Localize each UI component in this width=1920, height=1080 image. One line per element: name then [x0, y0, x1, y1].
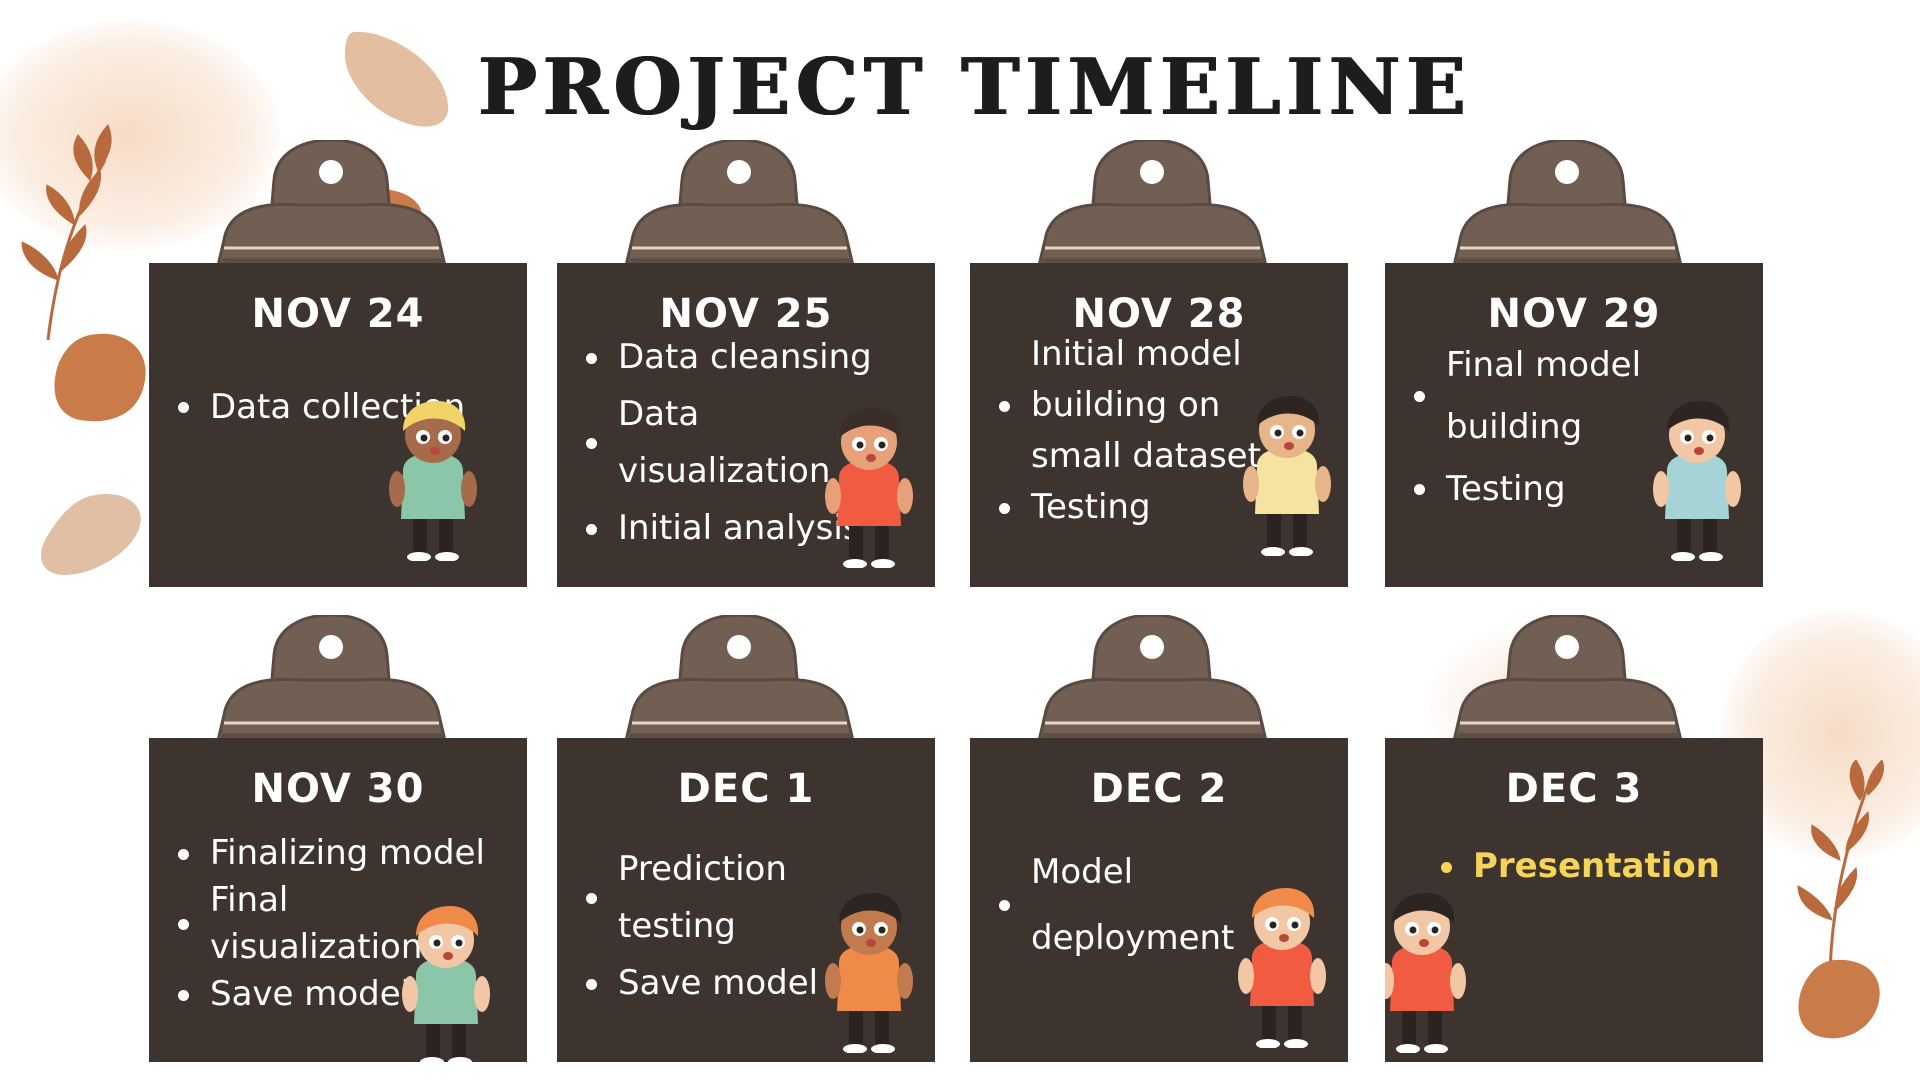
timeline-card-3: NOV 28 Initial model building on small da… — [970, 140, 1348, 605]
timeline-task-item: Model deployment — [995, 839, 1308, 971]
timeline-card-8: DEC 3 Presentation — [1385, 615, 1763, 1080]
binder-clip-icon — [1036, 615, 1269, 747]
timeline-task-item: Finalizing model — [174, 830, 487, 877]
timeline-card-body: NOV 24 Data collection — [149, 263, 527, 587]
cartoon-kid-icon — [825, 893, 913, 1053]
timeline-task-item: Save model — [174, 971, 487, 1018]
timeline-card-body: NOV 30 Finalizing model Final visualizatio… — [149, 738, 527, 1062]
blush-blob-top-left — [0, 20, 280, 250]
cartoon-kid-icon — [1243, 396, 1331, 556]
timeline-card-date: DEC 3 — [1505, 766, 1643, 812]
timeline-card-date: NOV 29 — [1487, 291, 1661, 337]
timeline-card-body: NOV 29 Final model building Testing — [1385, 263, 1763, 587]
cartoon-kid-icon — [825, 408, 913, 568]
binder-clip-icon — [215, 615, 448, 747]
timeline-task-item: Presentation — [1437, 843, 1723, 890]
timeline-card-7: DEC 2 Model deployment — [970, 615, 1348, 1080]
timeline-task-item: Final model building — [1410, 334, 1723, 458]
timeline-card-task-list: Model deployment — [995, 839, 1308, 971]
timeline-task-item: Testing — [1410, 458, 1723, 520]
timeline-card-4: NOV 29 Final model building Testing — [1385, 140, 1763, 605]
timeline-card-5: NOV 30 Finalizing model Final visualizatio… — [149, 615, 527, 1080]
cartoon-kid-icon — [402, 906, 490, 1062]
timeline-card-date: NOV 30 — [251, 766, 425, 812]
leaf-branch-icon — [1797, 760, 1884, 971]
timeline-card-task-list: Finalizing model Final visualization Save … — [174, 830, 487, 1018]
stone-shape-icon — [41, 494, 141, 575]
timeline-card-2: NOV 25 Data cleansing Data visualization In… — [557, 140, 935, 605]
timeline-card-6: DEC 1 Prediction testing Save model — [557, 615, 935, 1080]
decor-right — [1797, 760, 1884, 1039]
timeline-task-item: Final visualization — [174, 877, 487, 971]
decor-left — [21, 124, 146, 575]
timeline-task-item: Prediction testing — [582, 841, 895, 955]
page-title: Project Timeline — [478, 42, 1472, 133]
timeline-card-body: DEC 3 Presentation — [1385, 738, 1763, 1062]
timeline-task-item: Testing — [995, 482, 1308, 533]
timeline-card-date: NOV 25 — [659, 291, 833, 337]
cartoon-kid-icon — [1238, 888, 1326, 1048]
leaf-branch-icon — [21, 124, 112, 341]
timeline-card-task-list: Presentation — [1437, 843, 1723, 890]
cartoon-kid-icon — [1653, 401, 1741, 561]
timeline-card-body: DEC 2 Model deployment — [970, 738, 1348, 1062]
cartoon-kid-icon — [1385, 893, 1466, 1053]
timeline-card-task-list: Initial model building on small dataset T… — [995, 329, 1308, 533]
timeline-card-task-list: Final model building Testing — [1410, 334, 1723, 520]
timeline-card-1: NOV 24 Data collection — [149, 140, 527, 605]
timeline-card-task-list: Data cleansing Data visualization Initial … — [582, 329, 895, 557]
timeline-card-date: DEC 2 — [1090, 766, 1228, 812]
timeline-card-body: NOV 28 Initial model building on small da… — [970, 263, 1348, 587]
timeline-task-item: Data visualization — [582, 386, 895, 500]
timeline-task-item: Initial model building on small dataset — [995, 329, 1308, 482]
timeline-card-date: NOV 24 — [251, 291, 425, 337]
timeline-card-body: DEC 1 Prediction testing Save model — [557, 738, 935, 1062]
stone-shape-icon — [54, 333, 146, 422]
cartoon-kid-icon — [389, 401, 477, 561]
stone-shape-icon — [1798, 959, 1880, 1039]
timeline-task-item: Data cleansing — [582, 329, 895, 386]
timeline-task-item: Save model — [582, 955, 895, 1012]
timeline-card-date: NOV 28 — [1072, 291, 1246, 337]
binder-clip-icon — [215, 140, 448, 272]
timeline-card-task-list: Prediction testing Save model — [582, 841, 895, 1012]
timeline-card-body: NOV 25 Data cleansing Data visualization In… — [557, 263, 935, 587]
timeline-task-item: Initial analysis — [582, 500, 895, 557]
timeline-card-date: DEC 1 — [677, 766, 815, 812]
